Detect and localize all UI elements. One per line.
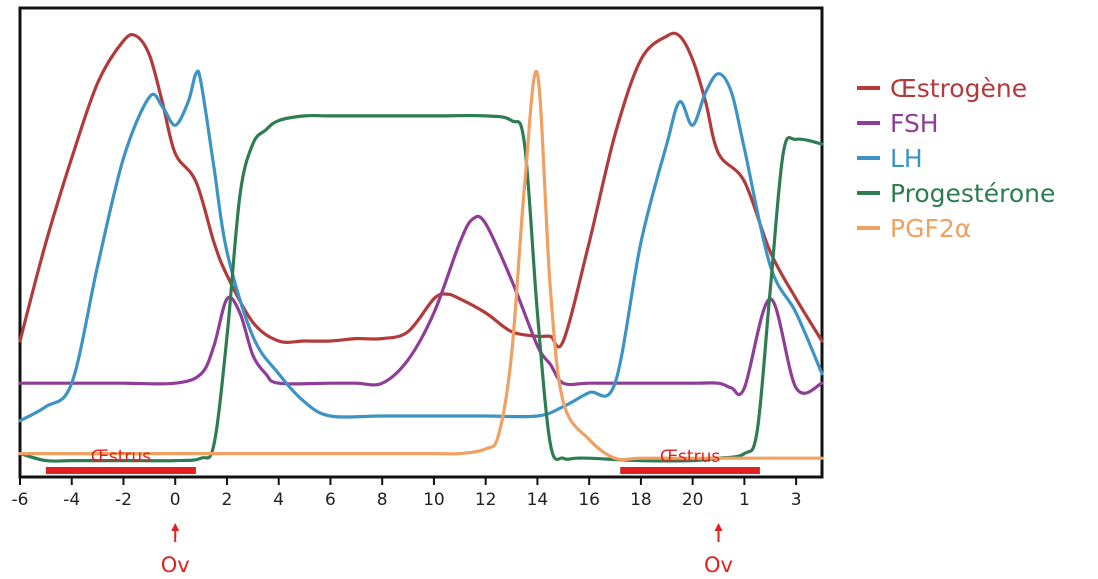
- x-tick-label: 6: [325, 490, 336, 510]
- x-tick-label: 12: [475, 490, 497, 510]
- plot-frame: [18, 6, 824, 479]
- x-tick-label: -4: [63, 490, 80, 510]
- x-axis-ticks: -6 -4 -2 0 2 4 6 8 10 12 14 16 18 20 1 3: [12, 477, 802, 510]
- ov-arrow-head-0: [171, 523, 180, 531]
- legend-label-3: Progestérone: [890, 179, 1055, 208]
- ov-arrow-head-1: [714, 523, 723, 531]
- x-tick-label: 8: [377, 490, 388, 510]
- x-tick-label: 20: [682, 490, 704, 510]
- x-tick-label: 10: [423, 490, 445, 510]
- ov-label-1: Ov: [704, 553, 733, 577]
- series-line-2: [18, 69, 824, 423]
- x-tick-label: 1: [739, 490, 750, 510]
- x-tick-label: 2: [222, 490, 233, 510]
- estrus-bar-0: [45, 467, 196, 474]
- legend-label-1: FSH: [890, 109, 939, 138]
- series-layer: [18, 31, 824, 463]
- estrus-bar-1: [620, 467, 760, 474]
- x-tick-label: 14: [527, 490, 549, 510]
- series-line-1: [18, 214, 824, 397]
- ov-label-0: Ov: [161, 553, 190, 577]
- legend: Œstrogène FSH LH Progestérone PGF2α: [857, 74, 1055, 243]
- x-tick-label: 18: [630, 490, 652, 510]
- legend-label-0: Œstrogène: [890, 74, 1027, 103]
- estrus-label-0: Œstrus: [91, 447, 151, 467]
- legend-label-4: PGF2α: [890, 214, 971, 243]
- x-tick-label: -2: [115, 490, 132, 510]
- series-line-3: [18, 113, 824, 463]
- x-tick-label: 4: [273, 490, 284, 510]
- x-tick-label: -6: [12, 490, 29, 510]
- series-line-4: [18, 69, 824, 462]
- legend-label-2: LH: [890, 144, 923, 173]
- estrus-label-1: Œstrus: [660, 447, 720, 467]
- x-tick-label: 16: [578, 490, 600, 510]
- series-line-0: [18, 31, 824, 349]
- x-tick-label: 0: [170, 490, 181, 510]
- estrus-layer: Œstrus Œstrus: [45, 447, 760, 474]
- ovulation-markers: Ov Ov: [161, 523, 733, 577]
- x-tick-label: 3: [791, 490, 802, 510]
